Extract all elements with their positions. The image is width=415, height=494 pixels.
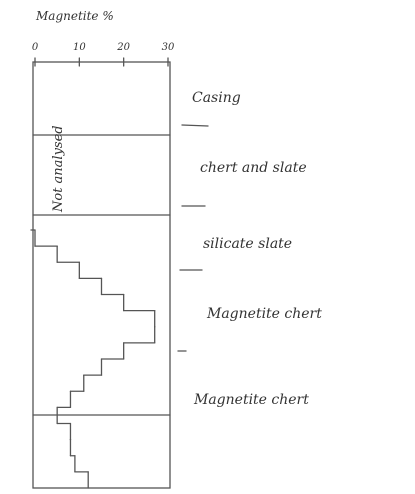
chart-title: Magnetite %: [35, 9, 114, 23]
x-tick-label: 0: [32, 42, 39, 53]
not-analysed-label: Not analysed: [51, 125, 66, 213]
zone-label: Magnetite chert: [206, 306, 322, 322]
x-tick-label: 30: [162, 42, 175, 53]
zone-label: Magnetite chert: [193, 392, 309, 408]
zone-label: Casing: [192, 90, 241, 106]
zone-tick: [181, 124, 209, 127]
x-tick-label: 20: [116, 42, 130, 53]
zone-label: chert and slate: [200, 160, 307, 176]
zone-label: silicate slate: [203, 236, 292, 252]
log-column: [32, 61, 171, 489]
x-tick-label: 10: [73, 42, 86, 53]
